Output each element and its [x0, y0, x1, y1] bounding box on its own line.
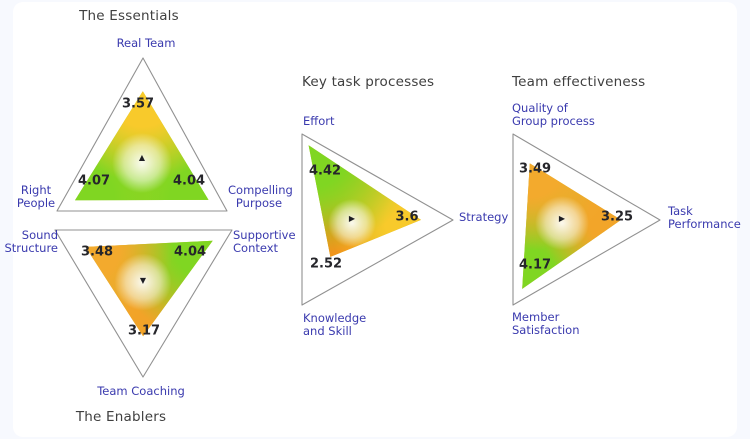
value-sound-structure: 3.48 — [80, 244, 114, 260]
axis-label-task-performance: Task Performance — [668, 204, 741, 231]
value-quality-of-group-process: 3.49 — [518, 161, 552, 177]
axis-label-team-coaching: Team Coaching — [97, 384, 185, 398]
axis-label-supportive-context: Supportive Context — [233, 228, 296, 255]
chart-title-enablers: The Enablers — [75, 409, 167, 425]
axis-label-knowledge-and-skill: Knowledge and Skill — [303, 311, 367, 338]
axis-label-strategy: Strategy — [459, 210, 509, 224]
axis-label-compelling-purpose: Compelling Purpose — [228, 183, 293, 210]
value-strategy: 3.6 — [395, 209, 419, 225]
centroid-marker-enablers: ▼ — [139, 276, 147, 285]
axis-label-real-team: Real Team — [116, 36, 176, 50]
value-task-performance: 3.25 — [600, 209, 634, 225]
value-right-people: 4.07 — [77, 173, 111, 189]
centroid-marker-effectiveness: ▶ — [558, 214, 566, 223]
axis-label-quality-of-group-process: Quality of Group process — [512, 101, 595, 128]
chart-title-essentials: The Essentials — [79, 8, 179, 24]
key-task-triangle-outline — [301, 133, 454, 306]
effectiveness-triangle-outline — [512, 133, 661, 306]
centroid-marker-key-task: ▶ — [348, 214, 356, 223]
value-real-team: 3.57 — [121, 96, 155, 112]
value-knowledge-and-skill: 2.52 — [309, 256, 343, 272]
axis-label-member-satisfaction: Member Satisfaction — [512, 310, 580, 337]
value-effort: 4.42 — [308, 163, 342, 179]
value-supportive-context: 4.04 — [173, 244, 207, 260]
value-compelling-purpose: 4.04 — [172, 173, 206, 189]
centroid-marker-essentials: ▲ — [138, 153, 146, 162]
chart-title-key-task-processes: Key task processes — [302, 74, 435, 90]
axis-label-right-people: Right People — [16, 183, 56, 210]
value-member-satisfaction: 4.17 — [518, 257, 552, 273]
value-team-coaching: 3.17 — [127, 323, 161, 339]
axis-label-sound-structure: Sound Structure — [4, 228, 59, 255]
chart-title-team-effectiveness: Team effectiveness — [512, 74, 646, 90]
axis-label-effort: Effort — [303, 114, 335, 128]
